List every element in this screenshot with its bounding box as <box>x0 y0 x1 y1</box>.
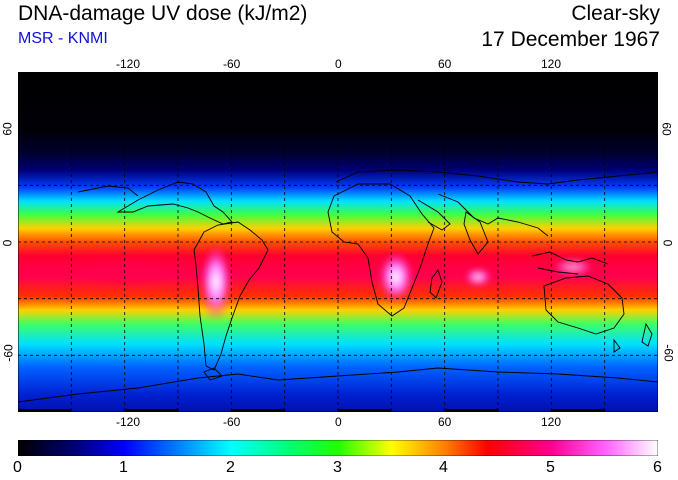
colorbar-label: 4 <box>439 459 448 476</box>
date-label: 17 December 1967 <box>481 28 660 51</box>
lon-tick-bottom: 120 <box>541 415 562 429</box>
map-frame <box>18 72 658 412</box>
lon-tick-bottom: -120 <box>116 415 141 429</box>
lat-tick-right: 0 <box>660 239 675 247</box>
colorbar-label: 3 <box>333 459 342 476</box>
lon-tick-top: 60 <box>438 57 452 71</box>
uv-hotspots <box>88 244 595 320</box>
lat-tick-left: 0 <box>0 239 15 247</box>
lon-tick-top: -120 <box>116 57 141 71</box>
colorbar-label: 0 <box>13 459 22 476</box>
lon-tick-top: 120 <box>541 57 562 71</box>
colorbar-label: 6 <box>653 459 662 476</box>
lat-tick-right: 60 <box>659 122 674 136</box>
uv-dose-world-map <box>18 72 658 412</box>
lon-tick-bottom: -60 <box>223 415 241 429</box>
coastlines <box>18 169 658 403</box>
sky-condition-label: Clear-sky <box>571 2 660 25</box>
lon-tick-top: -60 <box>223 57 241 71</box>
source-label: MSR - KNMI <box>18 30 108 47</box>
lat-tick-left: -60 <box>1 344 16 362</box>
lat-tick-left: 60 <box>0 122 15 136</box>
lon-tick-bottom: 0 <box>335 415 342 429</box>
lat-tick-right: -60 <box>661 344 676 362</box>
map-title: DNA-damage UV dose (kJ/m2) <box>18 2 308 25</box>
lon-tick-bottom: 60 <box>438 415 452 429</box>
graticule <box>18 72 658 412</box>
colorbar-label: 2 <box>226 459 235 476</box>
colorbar-label: 1 <box>119 459 128 476</box>
color-scale-bar <box>18 440 658 456</box>
colorbar-label: 5 <box>546 459 555 476</box>
lon-tick-top: 0 <box>335 57 342 71</box>
